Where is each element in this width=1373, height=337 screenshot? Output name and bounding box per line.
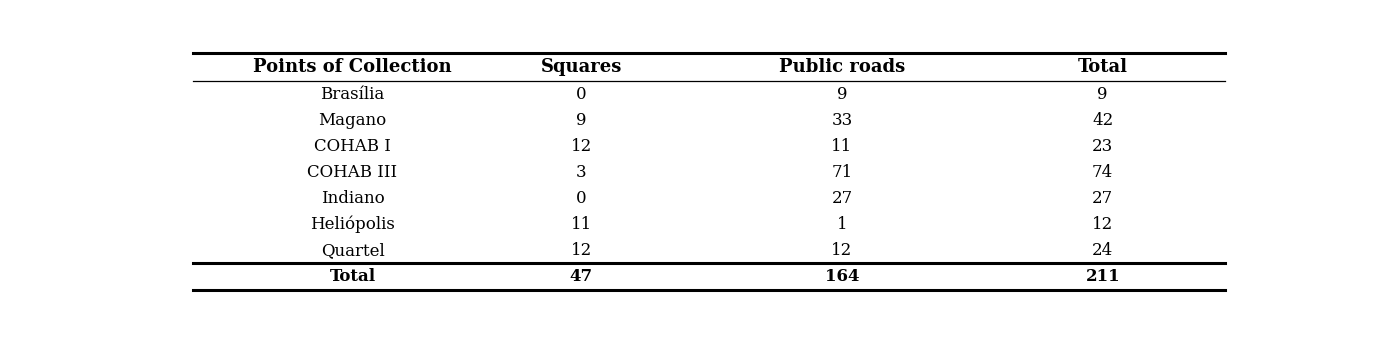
Text: COHAB III: COHAB III <box>308 164 398 181</box>
Text: 211: 211 <box>1086 268 1120 285</box>
Text: 1: 1 <box>836 216 847 233</box>
Text: 0: 0 <box>577 86 586 102</box>
Text: Indiano: Indiano <box>321 190 384 207</box>
Text: 3: 3 <box>577 164 586 181</box>
Text: 42: 42 <box>1092 112 1114 129</box>
Text: 9: 9 <box>836 86 847 102</box>
Text: 74: 74 <box>1092 164 1114 181</box>
Text: 23: 23 <box>1092 137 1114 155</box>
Text: 27: 27 <box>832 190 853 207</box>
Text: 12: 12 <box>571 242 592 259</box>
Text: Squares: Squares <box>541 58 622 76</box>
Text: 11: 11 <box>832 137 853 155</box>
Text: 164: 164 <box>825 268 859 285</box>
Text: Heliópolis: Heliópolis <box>310 216 395 233</box>
Text: 9: 9 <box>577 112 586 129</box>
Text: 33: 33 <box>832 112 853 129</box>
Text: 12: 12 <box>832 242 853 259</box>
Text: 24: 24 <box>1092 242 1114 259</box>
Text: Brasília: Brasília <box>320 86 384 102</box>
Text: 11: 11 <box>571 216 592 233</box>
Text: Quartel: Quartel <box>321 242 384 259</box>
Text: Magano: Magano <box>319 112 387 129</box>
Text: 47: 47 <box>570 268 593 285</box>
Text: Total: Total <box>1078 58 1127 76</box>
Text: 71: 71 <box>832 164 853 181</box>
Text: Points of Collection: Points of Collection <box>253 58 452 76</box>
Text: 0: 0 <box>577 190 586 207</box>
Text: Total: Total <box>330 268 376 285</box>
Text: 27: 27 <box>1092 190 1114 207</box>
Text: Public roads: Public roads <box>778 58 905 76</box>
Text: 12: 12 <box>571 137 592 155</box>
Text: 9: 9 <box>1097 86 1108 102</box>
Text: COHAB I: COHAB I <box>314 137 391 155</box>
Text: 12: 12 <box>1092 216 1114 233</box>
